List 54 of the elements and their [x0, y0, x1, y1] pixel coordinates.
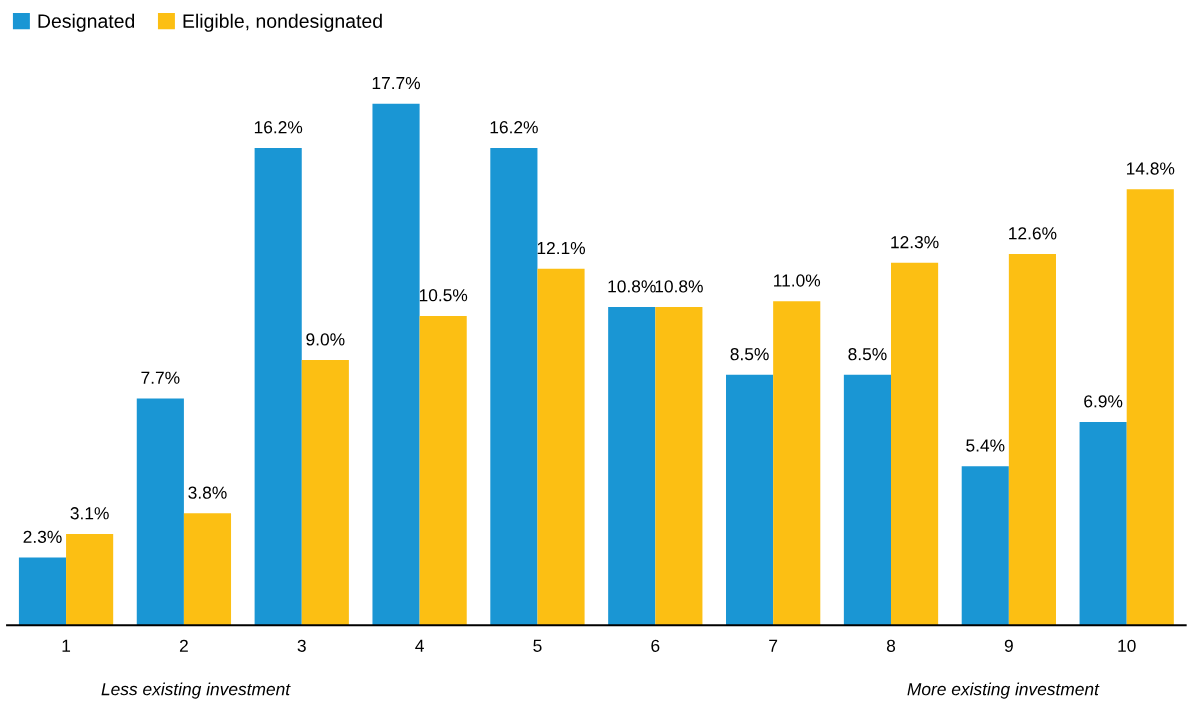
x-tick-label: 4: [415, 639, 424, 652]
data-label: 12.1%: [537, 241, 586, 255]
data-label: 7.7%: [141, 371, 180, 384]
bar: [301, 360, 349, 626]
x-tick-label: 8: [886, 639, 896, 652]
data-label: 5.4%: [966, 439, 1005, 452]
text: Less existing investment: [101, 682, 291, 699]
bar: [961, 466, 1009, 626]
bar: [419, 315, 467, 626]
bar: [136, 398, 184, 626]
data-label: 11.0%: [774, 274, 821, 287]
data-label: 3.1%: [70, 507, 109, 520]
data-label: 2.3%: [23, 530, 62, 543]
bar: [1126, 189, 1174, 626]
data-label: 12.3%: [891, 236, 939, 249]
bar: [891, 262, 939, 626]
data-label: 14.8%: [1126, 162, 1175, 175]
bar: [537, 268, 585, 626]
legend-label: Designated: [38, 13, 135, 32]
x-tick-label: 2: [179, 639, 188, 652]
x-tick-label: 6: [651, 639, 660, 652]
x-tick-label: 5: [533, 639, 542, 652]
bar: [66, 533, 114, 626]
data-label: 12.6%: [1009, 227, 1057, 240]
x-tick-label: 7: [769, 639, 778, 652]
bar: [608, 307, 656, 626]
x-tick-label: 3: [297, 639, 306, 652]
x-tick-label: 10: [1118, 639, 1136, 652]
bar: [254, 147, 302, 626]
data-label: 16.2%: [254, 121, 303, 134]
data-label: 10.8%: [655, 280, 703, 293]
x-tick-label: 9: [1004, 639, 1013, 652]
bar: [726, 374, 774, 626]
bar: [843, 374, 891, 626]
bar: [490, 147, 538, 626]
data-label: 3.8%: [188, 486, 227, 499]
data-label: 9.0%: [306, 333, 345, 346]
bar: [372, 103, 420, 626]
data-label: 17.7%: [372, 76, 421, 90]
bar: [1008, 254, 1056, 626]
data-label: 16.2%: [490, 121, 538, 134]
bar: [773, 301, 821, 626]
data-label: 10.8%: [608, 280, 656, 293]
data-label: 8.5%: [848, 348, 887, 361]
legend-label: Eligible, nondesignated: [183, 13, 382, 32]
data-label: 6.9%: [1084, 395, 1123, 408]
text: More existing investment: [907, 682, 1100, 699]
bar: [1079, 421, 1127, 626]
bar: [655, 307, 703, 626]
data-label: 8.5%: [730, 348, 769, 361]
bar: [183, 513, 232, 626]
x-tick-label: 1: [62, 639, 71, 652]
data-label: 10.5%: [419, 289, 468, 302]
bar: [18, 557, 67, 626]
